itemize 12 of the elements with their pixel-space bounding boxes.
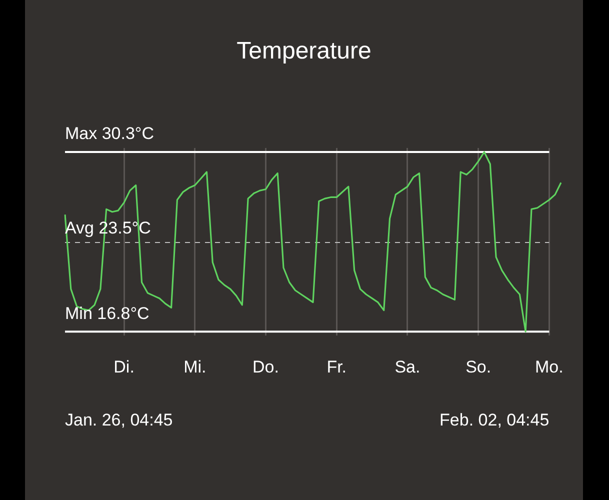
x-tick-label: Mo. (535, 357, 564, 376)
x-tick-label: Fr. (326, 357, 347, 376)
x-tick-label: Di. (114, 357, 134, 376)
x-tick-label: Sa. (394, 357, 420, 376)
chart-title: Temperature (236, 38, 372, 65)
x-tick-label: So. (466, 357, 492, 376)
ref-line-label: Min 16.8°C (65, 304, 150, 323)
x-tick-label: Do. (252, 357, 279, 376)
ref-line-label: Max 30.3°C (65, 124, 154, 144)
text: Feb. 02, 04:45 (440, 410, 550, 430)
x-tick-label: Mi. (184, 357, 206, 376)
text: Jan. 26, 04:45 (65, 410, 173, 430)
